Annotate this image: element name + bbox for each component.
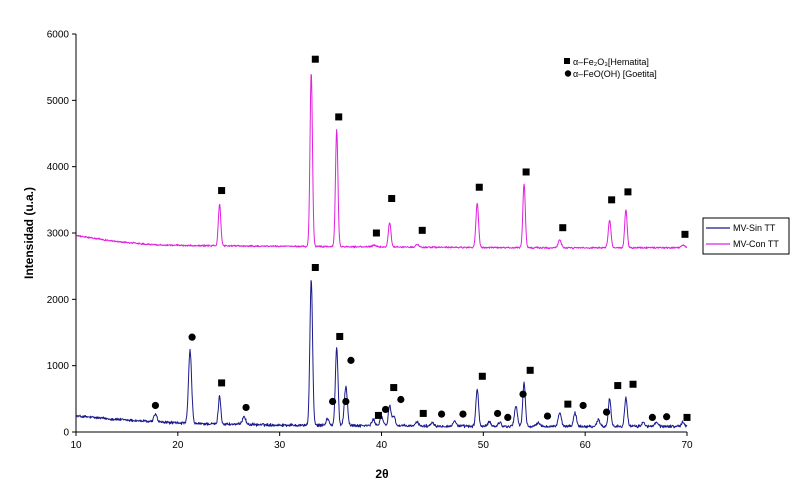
- y-tick-label: 3000: [47, 229, 70, 240]
- hematite-marker: [374, 411, 382, 419]
- x-axis-title: 2θ: [375, 467, 388, 481]
- goethite-marker: [519, 390, 527, 398]
- hematite-marker: [335, 113, 343, 121]
- x-tick-label: 50: [478, 440, 490, 451]
- goethite-marker: [437, 410, 446, 418]
- hematite-marker: [390, 384, 398, 392]
- y-tick-label: 1000: [47, 361, 70, 372]
- hematite-marker: [419, 409, 427, 417]
- hematite-legend-square: [564, 58, 570, 64]
- x-tick-label: 20: [172, 440, 184, 451]
- y-tick-label: 5000: [47, 96, 70, 107]
- hematite-marker: [559, 224, 567, 232]
- goethite-marker: [342, 397, 350, 406]
- hematite-marker: [614, 382, 622, 390]
- goethite-marker: [151, 401, 160, 410]
- series-legend-box: [702, 217, 790, 255]
- goethite-marker: [188, 333, 196, 341]
- goethite-legend-circle: [564, 70, 572, 77]
- x-tick-label: 10: [70, 440, 82, 451]
- x-tick-label: 40: [376, 440, 388, 451]
- goethite-marker: [543, 412, 552, 420]
- goethite-marker: [663, 413, 671, 421]
- series-legend: MV-Sin TT MV-Con TT: [702, 217, 790, 255]
- hematite-marker: [475, 183, 483, 191]
- hematite-marker: [629, 380, 637, 388]
- series-legend-label-sin-tt: MV-Sin TT: [733, 223, 776, 233]
- hematite-marker: [311, 55, 319, 63]
- y-tick-label: 2000: [47, 295, 70, 306]
- goethite-marker: [347, 356, 355, 364]
- hematite-marker: [522, 168, 530, 176]
- hematite-marker: [311, 263, 319, 271]
- hematite-marker: [388, 195, 396, 203]
- axes: 0 1000 2000 3000 4000 5000 6000 10 20 30 40 50 60 70: [47, 30, 693, 452]
- hematite-marker: [372, 229, 380, 237]
- y-tick-label: 4000: [47, 162, 70, 173]
- hematite-marker: [564, 400, 572, 408]
- x-tick-label: 60: [580, 440, 592, 451]
- series-line-sin-tt: [75, 280, 688, 429]
- y-axis-title: Intensidad (u.a.): [22, 187, 36, 279]
- goethite-marker: [493, 409, 502, 418]
- goethite-marker: [579, 401, 587, 410]
- phase-markers: [151, 55, 691, 422]
- y-tick-label: 0: [63, 428, 69, 439]
- hematite-marker: [418, 226, 426, 234]
- goethite-marker: [397, 395, 405, 404]
- goethite-marker: [648, 413, 656, 422]
- goethite-marker: [329, 397, 337, 406]
- goethite-legend-label: α–FeO(OH) [Goetita]: [573, 69, 657, 79]
- hematite-marker: [218, 187, 226, 195]
- x-tick-label: 70: [681, 440, 693, 451]
- hematite-marker: [336, 332, 344, 340]
- hematite-marker: [218, 379, 226, 387]
- goethite-marker: [242, 403, 250, 412]
- hematite-marker: [478, 372, 486, 380]
- hematite-marker: [681, 230, 689, 238]
- goethite-marker: [602, 408, 611, 416]
- hematite-marker: [624, 188, 632, 196]
- y-tick-label: 6000: [47, 30, 70, 41]
- hematite-marker: [608, 196, 616, 204]
- marker-legend: α–Fe₂O₃[Hematita] α–FeO(OH) [Goetita]: [564, 57, 657, 79]
- plot-area: [75, 74, 688, 429]
- goethite-marker: [381, 405, 390, 414]
- goethite-marker: [459, 410, 467, 418]
- hematite-marker: [683, 413, 691, 421]
- series-legend-label-con-tt: MV-Con TT: [733, 239, 779, 249]
- series-line-con-tt: [75, 74, 688, 250]
- goethite-marker: [504, 413, 512, 422]
- hematite-marker: [526, 366, 534, 374]
- hematite-legend-label: α–Fe₂O₃[Hematita]: [573, 57, 649, 67]
- x-tick-label: 30: [274, 440, 286, 451]
